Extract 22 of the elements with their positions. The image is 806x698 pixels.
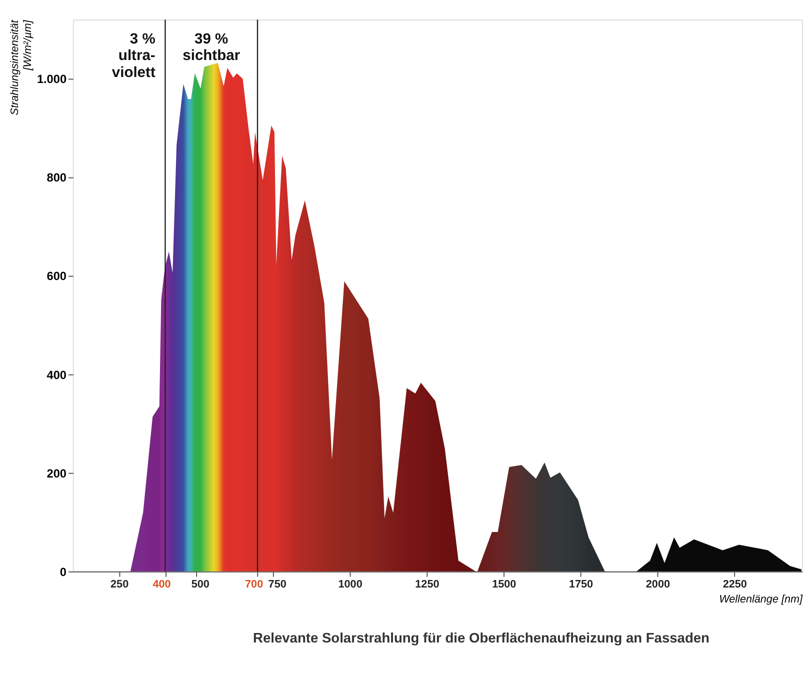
y-tick-label: 600: [46, 269, 67, 284]
x-tick-label: 750: [268, 578, 286, 591]
y-tick-label: 0: [60, 564, 67, 579]
x-tick-label: 250: [110, 578, 129, 591]
x-tick-label: 1500: [492, 578, 516, 591]
y-tick-label: 1.000: [36, 72, 67, 86]
y-tick-label: 800: [46, 170, 67, 185]
x-tick-label: 500: [191, 578, 210, 591]
x-tick-label: 700: [245, 578, 264, 591]
x-axis-title: Wellenlänge [nm]: [719, 593, 804, 606]
x-tick-label: 2250: [722, 578, 747, 591]
text: Relevante Solarstrahlung für die Oberflächenaufheizung an Fassaden: [253, 630, 710, 646]
x-tick-label: 1000: [338, 578, 362, 591]
x-tick-label: 1750: [568, 578, 594, 591]
annotation: 3 % ultra- violett: [112, 31, 156, 81]
x-tick-label: 2000: [646, 578, 670, 591]
y-tick-label: 400: [46, 368, 67, 382]
x-tick-label: 1250: [415, 578, 440, 591]
y-axis-title: Strahlungsintensität [W/m²/µm]: [9, 19, 34, 116]
x-tick-label: 400: [152, 578, 171, 591]
annotation: 39 % sichtbar: [182, 31, 240, 64]
y-tick-label: 200: [46, 466, 67, 480]
